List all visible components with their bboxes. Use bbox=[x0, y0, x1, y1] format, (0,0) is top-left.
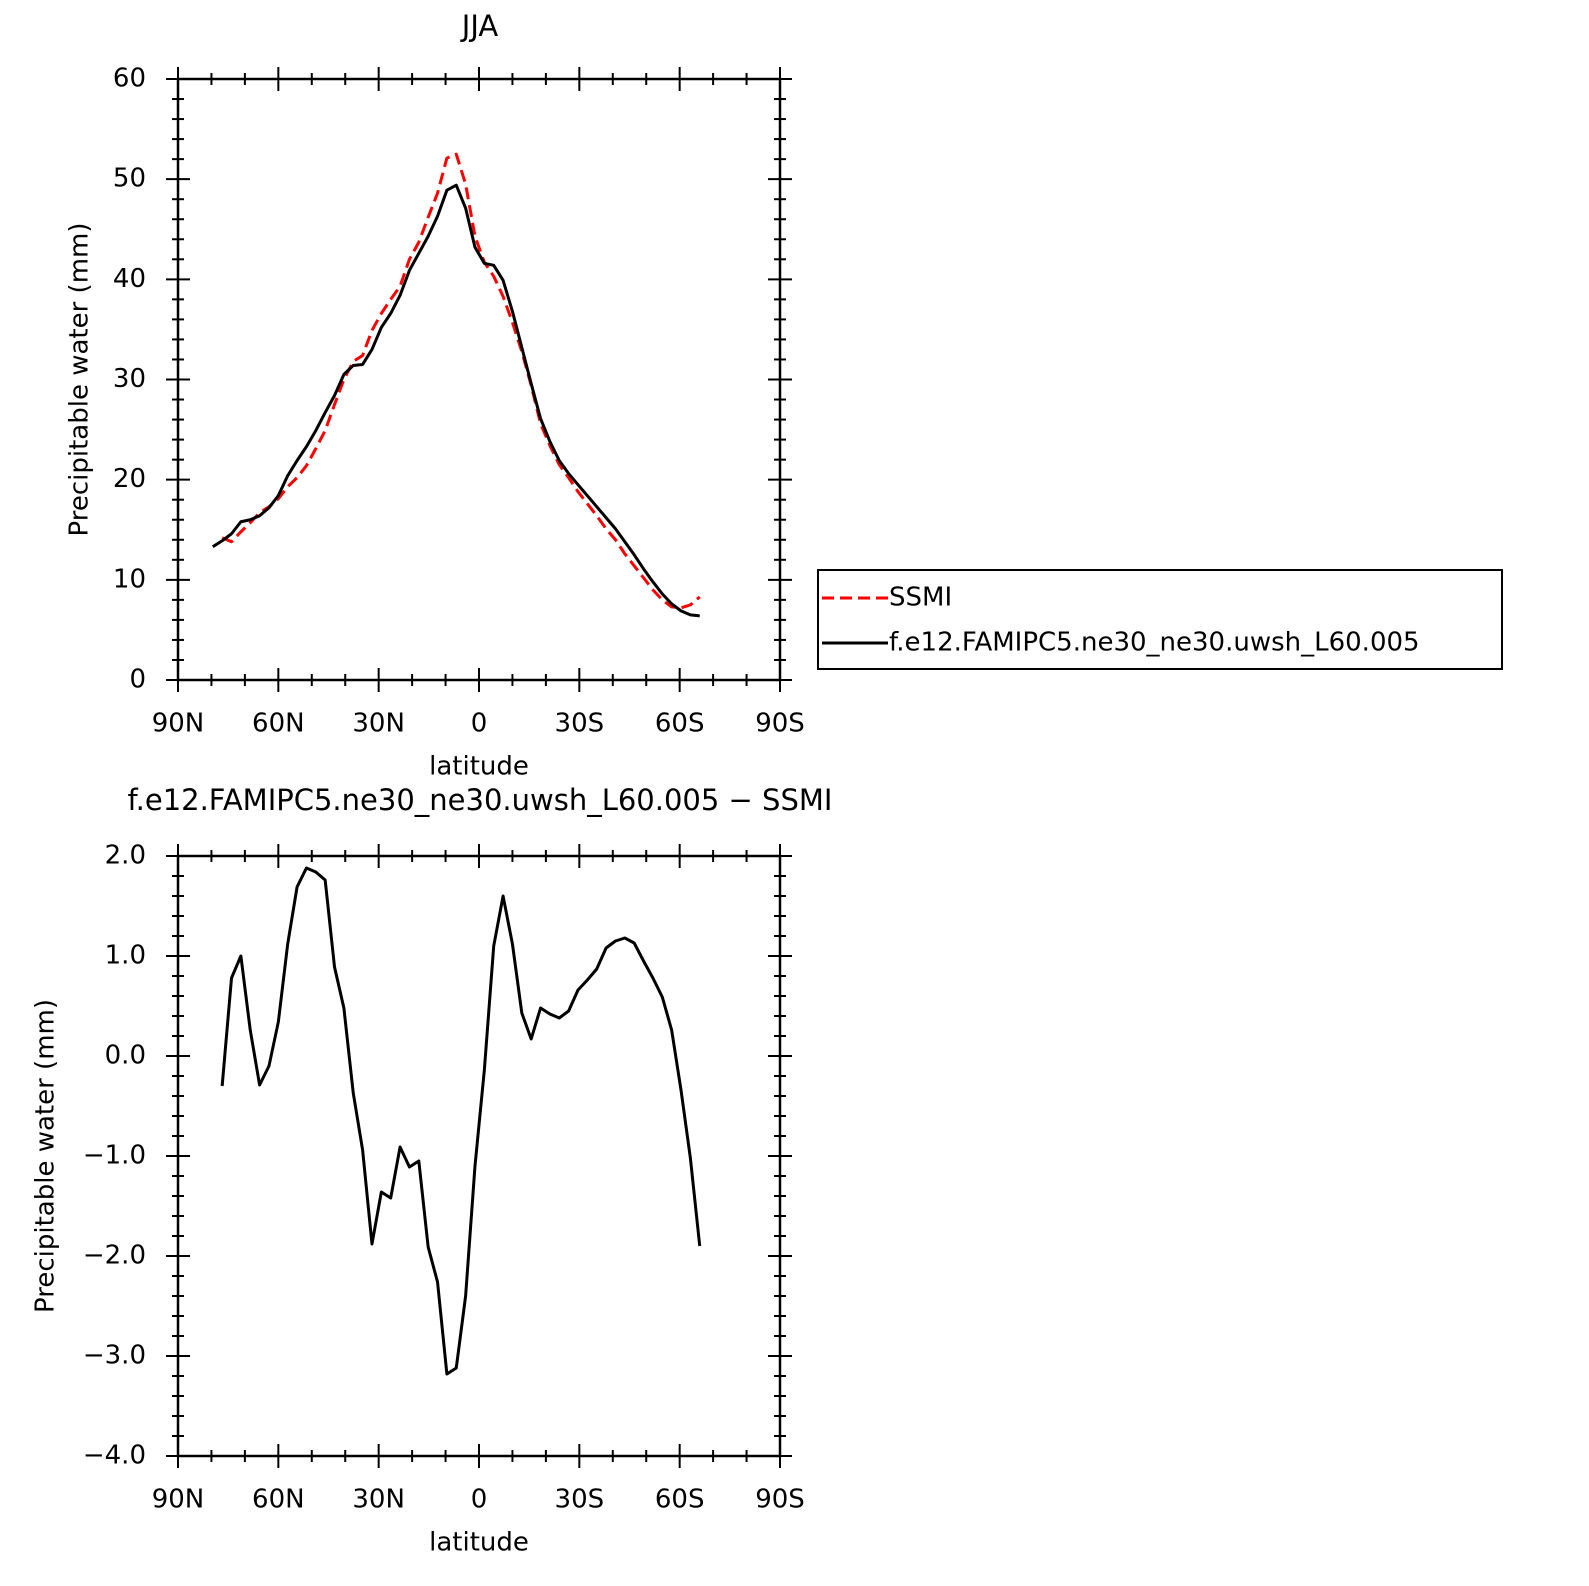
x-tick-label: 30N bbox=[352, 1485, 405, 1515]
x-tick-label: 90N bbox=[152, 709, 205, 739]
plot-frame bbox=[176, 77, 782, 682]
x-tick-label: 90N bbox=[152, 1485, 205, 1515]
x-tick-label: 60S bbox=[655, 709, 705, 739]
y-tick-label: 0 bbox=[129, 665, 146, 695]
data-line bbox=[211, 183, 700, 618]
x-tick-label: 30S bbox=[555, 1485, 605, 1515]
x-tick-label: 90S bbox=[755, 1485, 805, 1515]
y-tick-label: −2.0 bbox=[83, 1241, 146, 1271]
y-tick-label: 60 bbox=[113, 64, 146, 94]
x-tick-label: 60N bbox=[252, 709, 305, 739]
x-tick-label: 30S bbox=[555, 709, 605, 739]
y-tick-label: 0.0 bbox=[105, 1041, 146, 1071]
y-tick-label: −3.0 bbox=[83, 1341, 146, 1371]
x-axis-label: latitude bbox=[429, 1528, 529, 1558]
x-tick-label: 0 bbox=[471, 709, 488, 739]
y-tick-label: 30 bbox=[113, 364, 146, 394]
legend-label: SSMI bbox=[889, 583, 952, 613]
legend-label: f.e12.FAMIPC5.ne30_ne30.uwsh_L60.005 bbox=[889, 628, 1420, 658]
chart-title: f.e12.FAMIPC5.ne30_ne30.uwsh_L60.005 − S… bbox=[128, 783, 833, 817]
x-tick-label: 90S bbox=[755, 709, 805, 739]
x-tick-label: 0 bbox=[471, 1485, 488, 1515]
x-axis-label: latitude bbox=[429, 752, 529, 782]
y-tick-label: 1.0 bbox=[105, 941, 146, 971]
x-tick-label: 60N bbox=[252, 1485, 305, 1515]
y-tick-label: 40 bbox=[113, 264, 146, 294]
chart-title: JJA bbox=[460, 9, 499, 43]
y-axis-label: Precipitable water (mm) bbox=[31, 999, 61, 1313]
x-tick-label: 30N bbox=[352, 709, 405, 739]
data-line bbox=[221, 152, 701, 610]
x-tick-label: 60S bbox=[655, 1485, 705, 1515]
y-tick-label: 10 bbox=[113, 564, 146, 594]
y-tick-label: 20 bbox=[113, 464, 146, 494]
y-tick-label: −1.0 bbox=[83, 1141, 146, 1171]
legend-box bbox=[817, 569, 1503, 670]
y-axis-label: Precipitable water (mm) bbox=[65, 223, 95, 537]
y-tick-label: −4.0 bbox=[83, 1441, 146, 1471]
y-tick-label: 2.0 bbox=[105, 841, 146, 871]
y-tick-label: 50 bbox=[113, 164, 146, 194]
data-line bbox=[220, 866, 702, 1376]
